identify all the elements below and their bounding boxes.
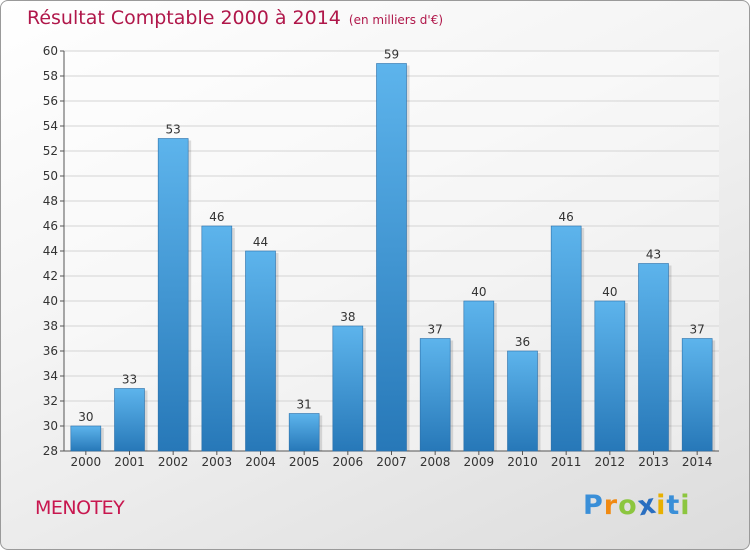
x-tick-label: 2009 <box>464 455 495 469</box>
y-tick-label: 28 <box>43 444 58 458</box>
x-tick-label: 2011 <box>551 455 582 469</box>
data-label: 31 <box>297 398 312 412</box>
y-tick-label: 46 <box>43 219 58 233</box>
y-tick-label: 40 <box>43 294 58 308</box>
y-tick-label: 38 <box>43 319 58 333</box>
data-label: 53 <box>166 123 181 137</box>
y-tick-label: 30 <box>43 419 58 433</box>
place-name: MENOTEY <box>35 497 125 519</box>
x-tick-label: 2013 <box>638 455 669 469</box>
y-tick-label: 44 <box>43 244 58 258</box>
bar <box>638 263 669 452</box>
x-tick-label: 2012 <box>595 455 626 469</box>
y-tick-label: 58 <box>43 69 58 83</box>
bar <box>376 63 407 452</box>
bar <box>681 338 713 452</box>
data-label: 40 <box>602 285 617 299</box>
logo-letter: P <box>583 490 604 521</box>
x-tick-label: 2010 <box>507 455 538 469</box>
proxiti-logo: Proxiti <box>583 489 691 523</box>
data-label: 44 <box>253 235 268 249</box>
data-label: 30 <box>78 410 93 424</box>
data-label: 38 <box>340 310 355 324</box>
y-tick-label: 54 <box>43 119 58 133</box>
logo-letter: i <box>680 490 691 521</box>
data-label: 33 <box>122 373 137 387</box>
y-tick-label: 60 <box>43 44 58 58</box>
y-tick-label: 36 <box>43 344 58 358</box>
bar <box>550 225 582 452</box>
bar <box>114 388 145 452</box>
bar <box>419 338 451 452</box>
y-tick-label: 52 <box>43 144 58 158</box>
bar <box>332 325 364 452</box>
bar <box>288 413 320 452</box>
unit-label: (en milliers d'€) <box>348 13 444 27</box>
data-label: 59 <box>384 48 399 62</box>
x-tick-label: 2008 <box>420 455 451 469</box>
x-tick-label: 2006 <box>333 455 364 469</box>
y-tick-label: 32 <box>43 394 58 408</box>
bar <box>201 225 233 452</box>
x-tick-label: 2001 <box>114 455 145 469</box>
data-label: 37 <box>428 323 443 337</box>
logo-letter: t <box>666 490 681 521</box>
data-label: 46 <box>559 210 574 224</box>
logo-letter: o <box>618 490 638 521</box>
title-row: Résultat Comptable 2000 à 2014 (en millie… <box>27 7 443 29</box>
chart-title: Résultat Comptable 2000 à 2014 <box>27 7 341 29</box>
bar <box>507 350 538 452</box>
bar <box>245 250 276 452</box>
y-tick-label: 34 <box>43 369 58 383</box>
logo-letter: i <box>656 490 667 521</box>
data-label: 43 <box>646 248 661 262</box>
x-tick-label: 2007 <box>376 455 407 469</box>
data-label: 46 <box>209 210 224 224</box>
bar <box>463 300 495 452</box>
x-tick-label: 2005 <box>289 455 320 469</box>
x-tick-label: 2004 <box>245 455 276 469</box>
logo-letter: r <box>603 490 619 521</box>
data-label: 40 <box>471 285 486 299</box>
y-tick-label: 42 <box>43 269 58 283</box>
x-tick-label: 2002 <box>158 455 189 469</box>
data-label: 36 <box>515 335 530 349</box>
bar <box>70 425 102 452</box>
x-tick-label: 2000 <box>71 455 102 469</box>
x-tick-label: 2014 <box>682 455 713 469</box>
x-tick-label: 2003 <box>202 455 233 469</box>
y-tick-label: 50 <box>43 169 58 183</box>
data-label: 37 <box>690 323 705 337</box>
y-tick-label: 56 <box>43 94 58 108</box>
bar <box>594 300 626 452</box>
y-tick-label: 48 <box>43 194 58 208</box>
bar <box>157 138 189 452</box>
